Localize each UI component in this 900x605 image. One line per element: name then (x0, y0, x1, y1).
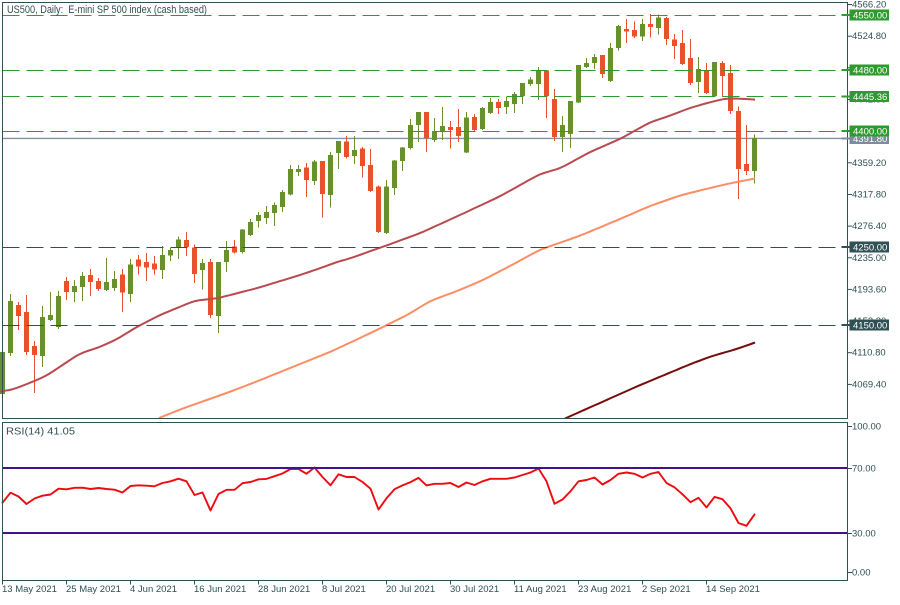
svg-text:4193.60: 4193.60 (852, 284, 886, 295)
svg-text:4400.00: 4400.00 (853, 127, 887, 138)
svg-text:100.00: 100.00 (852, 422, 881, 433)
svg-text:4110.80: 4110.80 (852, 348, 886, 359)
svg-text:30.00: 30.00 (852, 529, 876, 540)
svg-text:4250.00: 4250.00 (853, 243, 887, 254)
svg-text:8 Jul 2021: 8 Jul 2021 (322, 584, 366, 595)
svg-text:4391.80: 4391.80 (853, 134, 887, 145)
svg-text:4 Jun 2021: 4 Jun 2021 (130, 584, 177, 595)
svg-text:0.00: 0.00 (852, 568, 871, 579)
svg-text:2 Sep 2021: 2 Sep 2021 (642, 584, 691, 595)
svg-text:30 Jul 2021: 30 Jul 2021 (450, 584, 499, 595)
svg-text:RSI(14) 41.05: RSI(14) 41.05 (6, 427, 75, 438)
svg-text:11 Aug 2021: 11 Aug 2021 (514, 584, 567, 595)
svg-text:4445.36: 4445.36 (853, 92, 887, 103)
svg-text:4359.20: 4359.20 (852, 158, 886, 169)
svg-text:23 Aug 2021: 23 Aug 2021 (578, 584, 631, 595)
svg-text:25 May 2021: 25 May 2021 (66, 584, 121, 595)
svg-text:4566.20: 4566.20 (852, 0, 886, 11)
svg-text:4550.00: 4550.00 (853, 11, 887, 22)
svg-text:4150.00: 4150.00 (853, 321, 887, 332)
svg-text:4069.40: 4069.40 (852, 379, 886, 390)
svg-text:20 Jul 2021: 20 Jul 2021 (386, 584, 435, 595)
svg-text:28 Jun 2021: 28 Jun 2021 (258, 584, 310, 595)
svg-text:4524.80: 4524.80 (852, 31, 886, 42)
svg-text:4317.80: 4317.80 (852, 190, 886, 201)
svg-text:4480.00: 4480.00 (853, 66, 887, 77)
svg-text:14 Sep 2021: 14 Sep 2021 (706, 584, 760, 595)
svg-text:4235.00: 4235.00 (852, 253, 886, 264)
svg-text:16 Jun 2021: 16 Jun 2021 (194, 584, 246, 595)
svg-text:70.00: 70.00 (852, 464, 876, 475)
svg-text:13 May 2021: 13 May 2021 (2, 584, 57, 595)
svg-text:US500, Daily: E-mini SP 500 i: US500, Daily: E-mini SP 500 index (cash … (7, 4, 207, 16)
svg-text:4276.40: 4276.40 (852, 221, 886, 232)
